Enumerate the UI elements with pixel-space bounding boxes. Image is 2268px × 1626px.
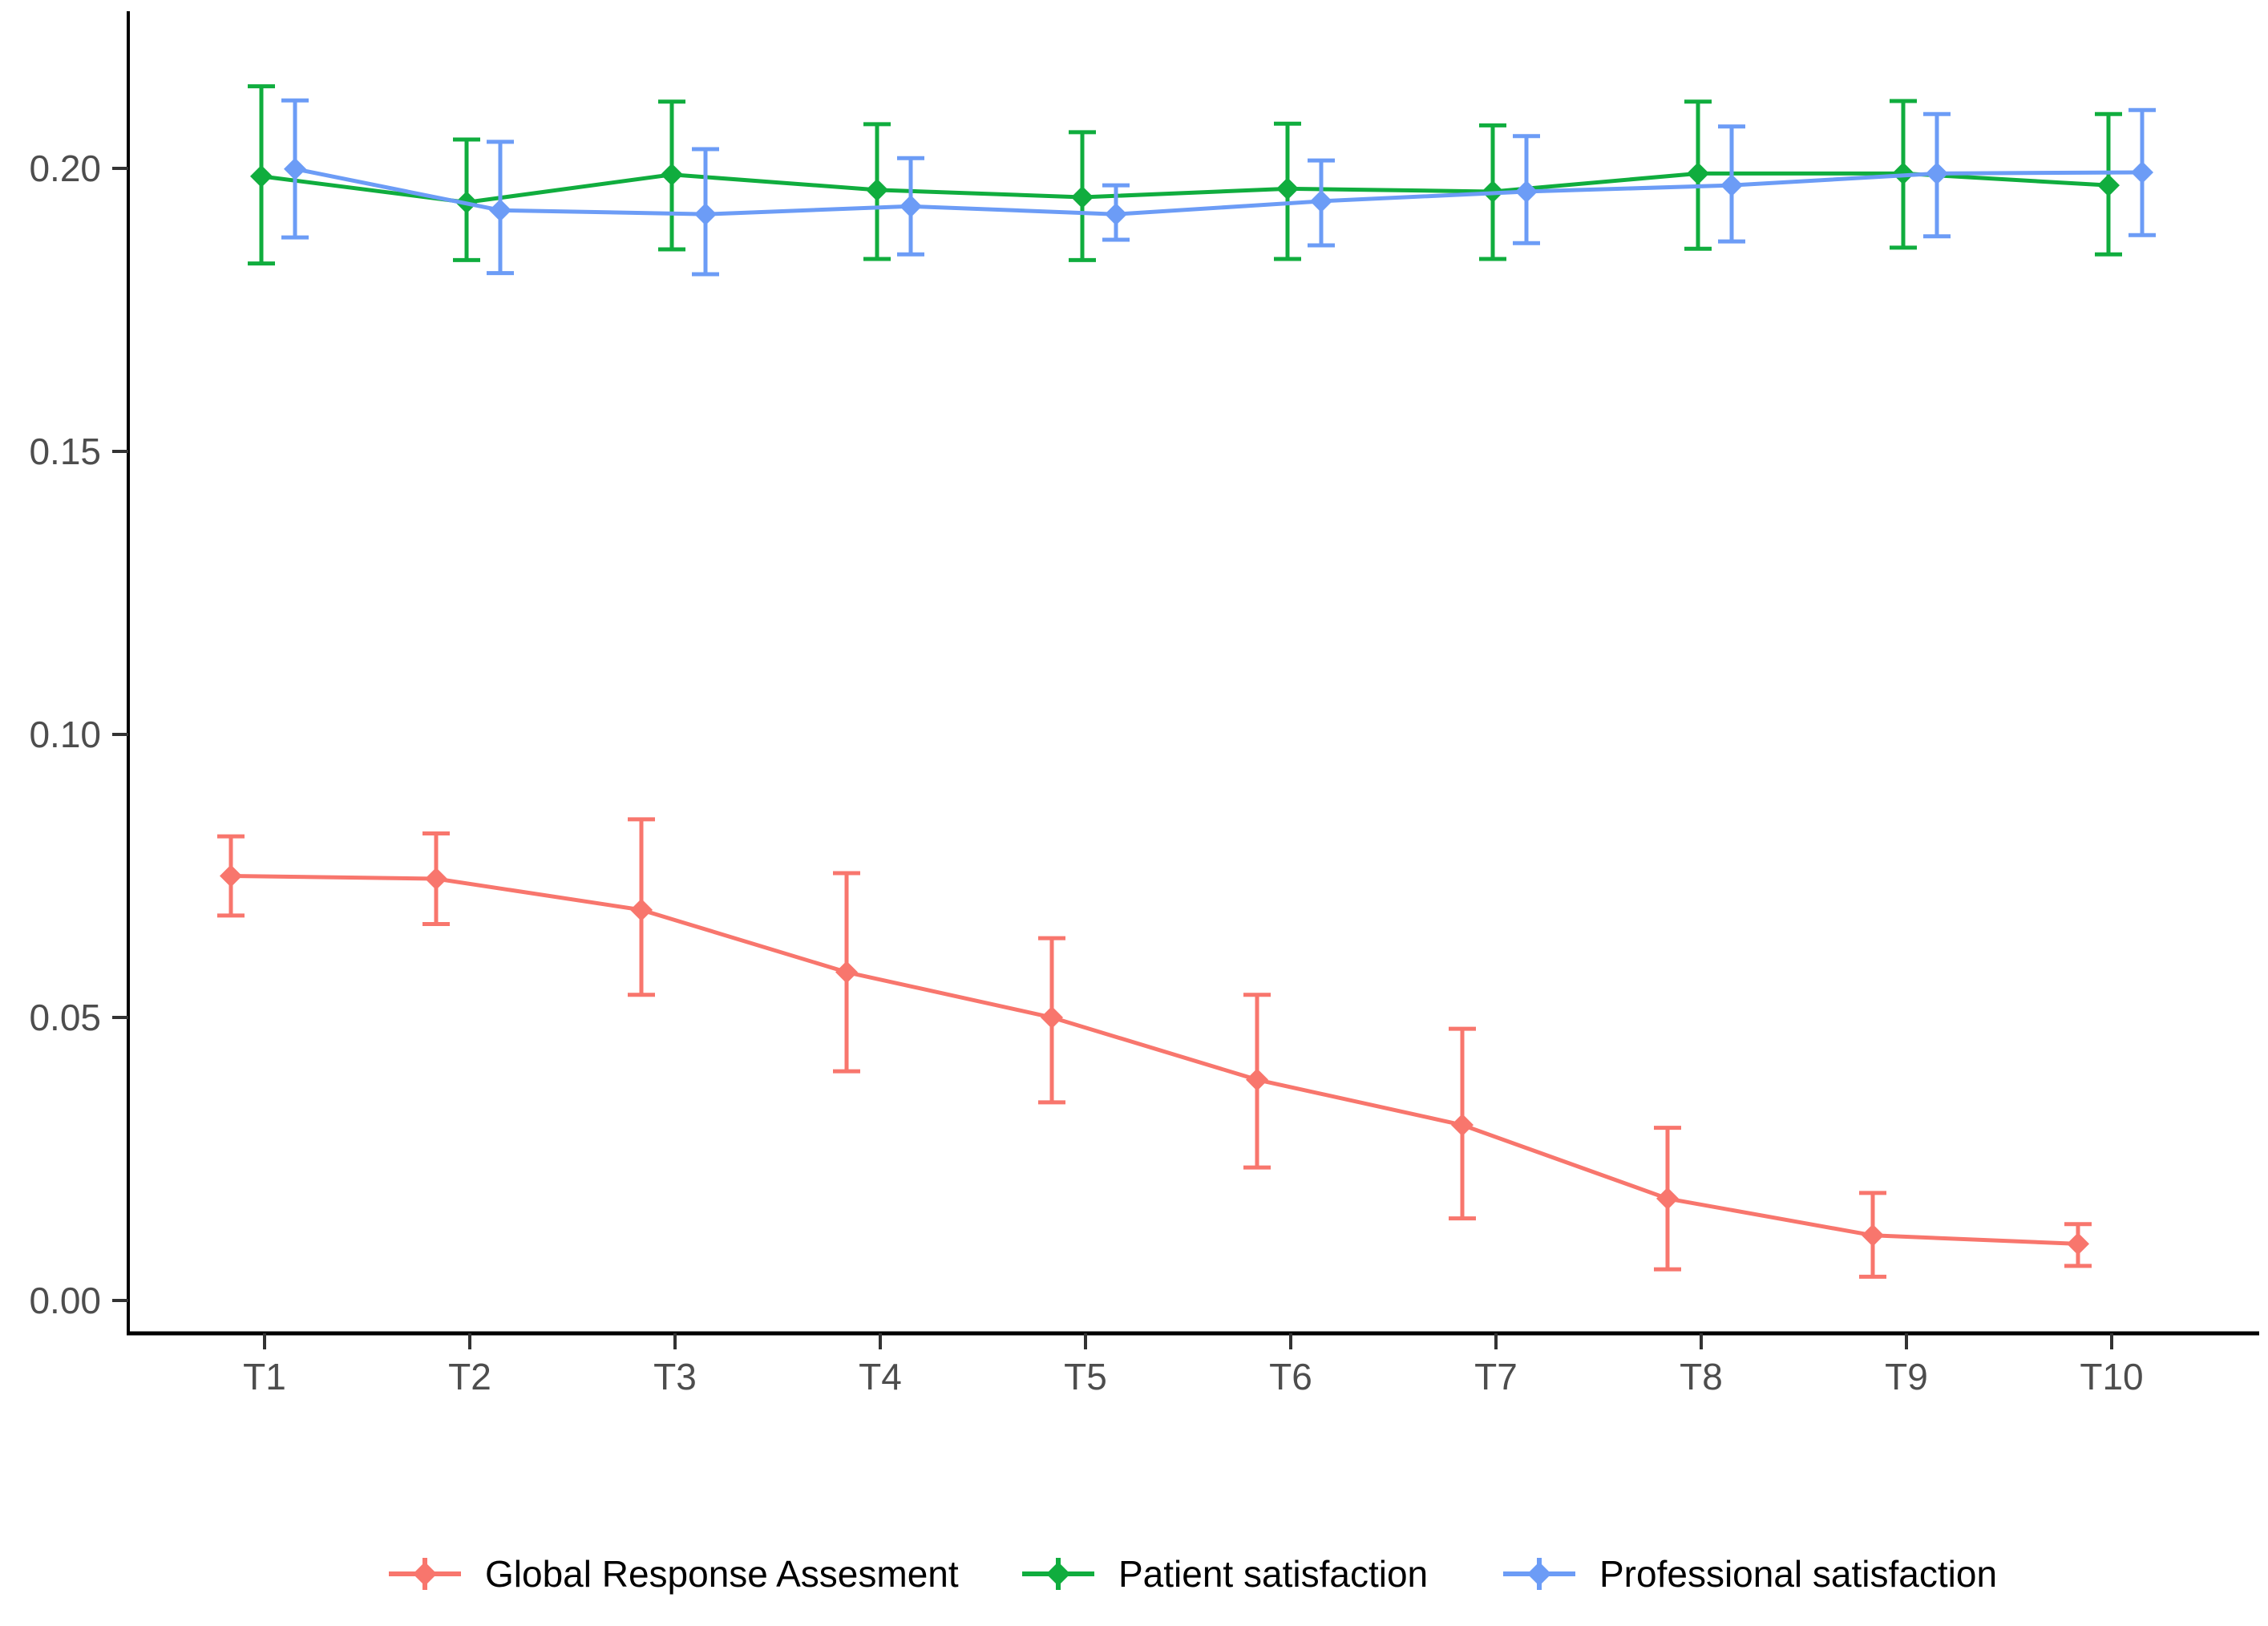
series-1 [217,817,2092,1279]
data-point [220,864,242,888]
legend-item: Professional satisfaction [1503,1553,1997,1595]
data-point [1276,177,1299,200]
data-point [1656,1187,1679,1210]
data-point [250,164,273,188]
data-point [1451,1114,1474,1137]
series-line [294,167,2143,216]
data-point [1105,203,1127,226]
data-point [694,203,717,226]
x-axis-tick-label: T10 [2080,1356,2143,1397]
x-axis-tick-label: T5 [1064,1356,1107,1397]
data-point [1687,162,1709,185]
x-axis-tick-label: T9 [1885,1356,1928,1397]
legend-key-marker-icon [413,1562,437,1586]
legend-key-marker-icon [1046,1562,1070,1586]
legend-item: Patient satisfaction [1022,1553,1428,1595]
series-2 [248,84,2122,266]
series-3 [281,98,2156,277]
data-point [866,178,888,201]
legend-key-marker-icon [1527,1562,1551,1586]
data-point [630,898,653,921]
y-axis-tick-label: 0.00 [29,1280,101,1321]
data-point [1862,1224,1884,1247]
data-point [835,961,858,984]
data-point [2131,160,2153,184]
data-point [1041,1006,1063,1029]
y-axis-tick-label: 0.05 [29,997,101,1038]
data-point [489,199,511,222]
data-point [1926,162,1948,185]
data-point [1515,180,1538,203]
data-point [1310,189,1332,212]
data-point [1720,174,1743,197]
x-axis-tick-label: T8 [1680,1356,1723,1397]
series-line [230,874,2079,1246]
legend-item: Global Response Assesment [389,1553,959,1595]
legend-label: Patient satisfaction [1118,1553,1428,1595]
data-point [2067,1232,2089,1256]
y-axis-tick-label: 0.20 [29,148,101,189]
y-axis-tick-label: 0.10 [29,714,101,755]
legend-label: Global Response Assesment [485,1553,959,1595]
y-axis-tick-label: 0.15 [29,431,101,472]
x-axis-tick-label: T2 [448,1356,491,1397]
data-point [661,163,683,186]
data-point [425,868,447,891]
x-axis-tick-label: T6 [1269,1356,1312,1397]
data-point [1071,186,1094,209]
data-point [2097,174,2120,197]
x-axis-tick-label: T1 [243,1356,286,1397]
data-point [1246,1068,1268,1091]
data-point [284,157,306,180]
data-point [900,195,922,218]
legend-label: Professional satisfaction [1599,1553,1997,1595]
x-axis-tick-label: T7 [1474,1356,1518,1397]
x-axis-tick-label: T4 [859,1356,902,1397]
x-axis-tick-label: T3 [653,1356,697,1397]
series-line [261,171,2109,204]
